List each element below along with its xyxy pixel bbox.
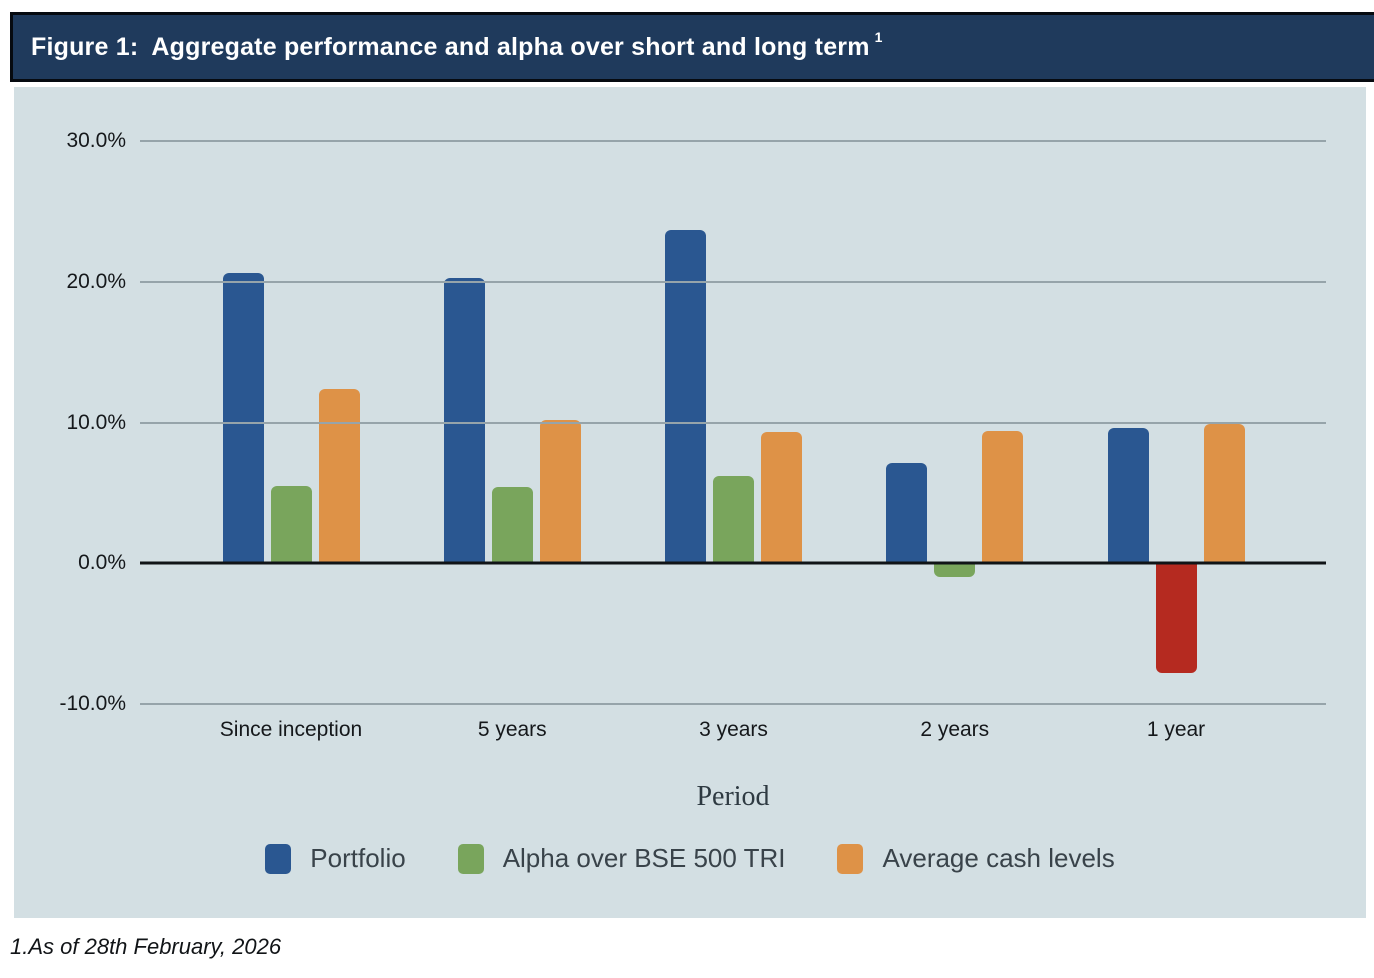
x-axis-tick-label: 3 years	[699, 718, 768, 741]
bar-alpha-over-bse-500-tri-since-inception	[270, 485, 312, 564]
bar-portfolio-1-year	[1107, 428, 1149, 564]
legend: Portfolio Alpha over BSE 500 TRI Average c…	[14, 843, 1366, 874]
bar-average-cash-levels-2-years	[982, 430, 1024, 564]
legend-label: Average cash levels	[882, 843, 1115, 873]
x-axis-tick-label: 1 year	[1146, 718, 1206, 741]
bar-average-cash-levels-since-inception	[318, 388, 360, 564]
chart-panel: 30.0% 20.0% 10.0% 0.0% -10.0% Since inceptio…	[14, 87, 1366, 918]
x-axis-tick-label: 5 years	[477, 718, 547, 741]
x-axis-tick-labels: Since inception 5 years 3 years 2 years 1 ye…	[140, 718, 1326, 748]
x-axis-title: Period	[696, 781, 770, 812]
footnote: 1.As of 28th February, 2026	[10, 934, 282, 959]
y-axis-tick-label: -10.0%	[59, 692, 126, 715]
legend-swatch-icon	[265, 843, 292, 874]
figure-title-bar: Figure 1: Aggregate performance and alph…	[10, 12, 1374, 82]
bar-average-cash-levels-3-years	[761, 432, 802, 564]
bar-alpha-over-bse-500-tri-1-year	[1155, 563, 1197, 674]
y-axis-tick-label: 0.0%	[78, 551, 126, 575]
legend-label: Portfolio	[310, 843, 406, 873]
x-axis-zero-line	[140, 561, 1326, 565]
x-axis-tick-label: Since inception	[219, 718, 363, 741]
y-axis-tick-label: 20.0%	[66, 269, 126, 293]
bar-alpha-over-bse-500-tri-5-years	[491, 487, 533, 564]
gridline	[140, 280, 1326, 283]
bar-portfolio-since-inception	[222, 273, 264, 564]
figure-number-label: Figure 1:	[31, 32, 139, 61]
figure-title: Aggregate performance and alpha over sho…	[151, 32, 870, 61]
plot-area: 30.0% 20.0% 10.0% 0.0% -10.0%	[59, 129, 1326, 715]
x-axis-tick-label: 2 years	[920, 718, 990, 741]
legend-swatch-icon	[837, 843, 864, 874]
legend-label: Alpha over BSE 500 TRI	[502, 843, 786, 873]
bar-portfolio-3-years	[665, 229, 706, 564]
bar-portfolio-2-years	[886, 463, 928, 564]
gridline	[140, 703, 1326, 705]
gridline	[140, 140, 1326, 142]
bar-average-cash-levels-5-years	[539, 419, 581, 564]
figure-title-superscript: 1	[874, 29, 883, 45]
bar-alpha-over-bse-500-tri-3-years	[713, 476, 754, 564]
bar-average-cash-levels-1-year	[1203, 423, 1245, 564]
legend-item-average-cash-levels: Average cash levels	[837, 843, 1115, 874]
gridline	[140, 421, 1326, 424]
bar-portfolio-5-years	[443, 277, 485, 564]
bar-alpha-over-bse-500-tri-2-years	[934, 563, 976, 578]
legend-item-alpha-over-bse-500-tri: Alpha over BSE 500 TRI	[457, 843, 786, 874]
legend-item-portfolio: Portfolio	[265, 843, 406, 874]
y-axis-tick-label: 10.0%	[66, 410, 126, 434]
legend-swatch-icon	[457, 843, 484, 874]
y-axis-tick-label: 30.0%	[66, 129, 126, 152]
